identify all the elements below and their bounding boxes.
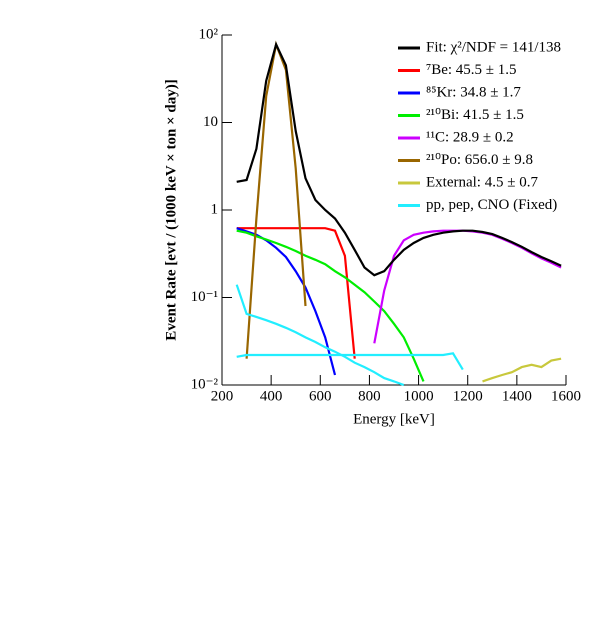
y-tick-label: 10⁻¹ (191, 289, 218, 305)
x-axis-label: Energy [keV] (353, 411, 435, 427)
series-line (482, 357, 562, 383)
x-tick-label: 600 (309, 388, 332, 404)
series-line (235, 284, 405, 387)
legend-label: ⁸⁵Kr: 34.8 ± 1.7 (426, 84, 521, 100)
y-tick-label: 10² (199, 26, 219, 42)
series-line (236, 352, 464, 371)
legend-label: ²¹⁰Po: 656.0 ± 9.8 (426, 152, 533, 168)
x-tick-label: 1400 (502, 388, 532, 404)
series-line (373, 229, 562, 344)
x-tick-label: 800 (358, 388, 381, 404)
legend-label: pp, pep, CNO (Fixed) (426, 197, 557, 213)
x-tick-label: 1200 (453, 388, 483, 404)
y-tick-label: 1 (211, 201, 219, 217)
series-line (236, 227, 337, 376)
series-line (236, 229, 425, 382)
x-tick-label: 400 (260, 388, 283, 404)
x-tick-label: 1600 (551, 388, 581, 404)
y-tick-label: 10 (203, 114, 218, 130)
legend-label: ²¹⁰Bi: 41.5 ± 1.5 (426, 107, 524, 123)
series-line (236, 41, 562, 277)
legend-label: External: 4.5 ± 0.7 (426, 174, 538, 190)
y-tick-label: 10⁻² (191, 376, 219, 392)
x-tick-label: 1000 (404, 388, 434, 404)
x-tick-label: 200 (211, 388, 234, 404)
series-line (245, 40, 307, 359)
legend-label: Fit: χ²/NDF = 141/138 (426, 39, 561, 55)
y-axis-label: Event Rate [evt / (1000 keV × ton × day)… (163, 79, 179, 340)
legend-label: ¹¹C: 28.9 ± 0.2 (426, 129, 514, 145)
legend-label: ⁷Be: 45.5 ± 1.5 (426, 62, 517, 78)
